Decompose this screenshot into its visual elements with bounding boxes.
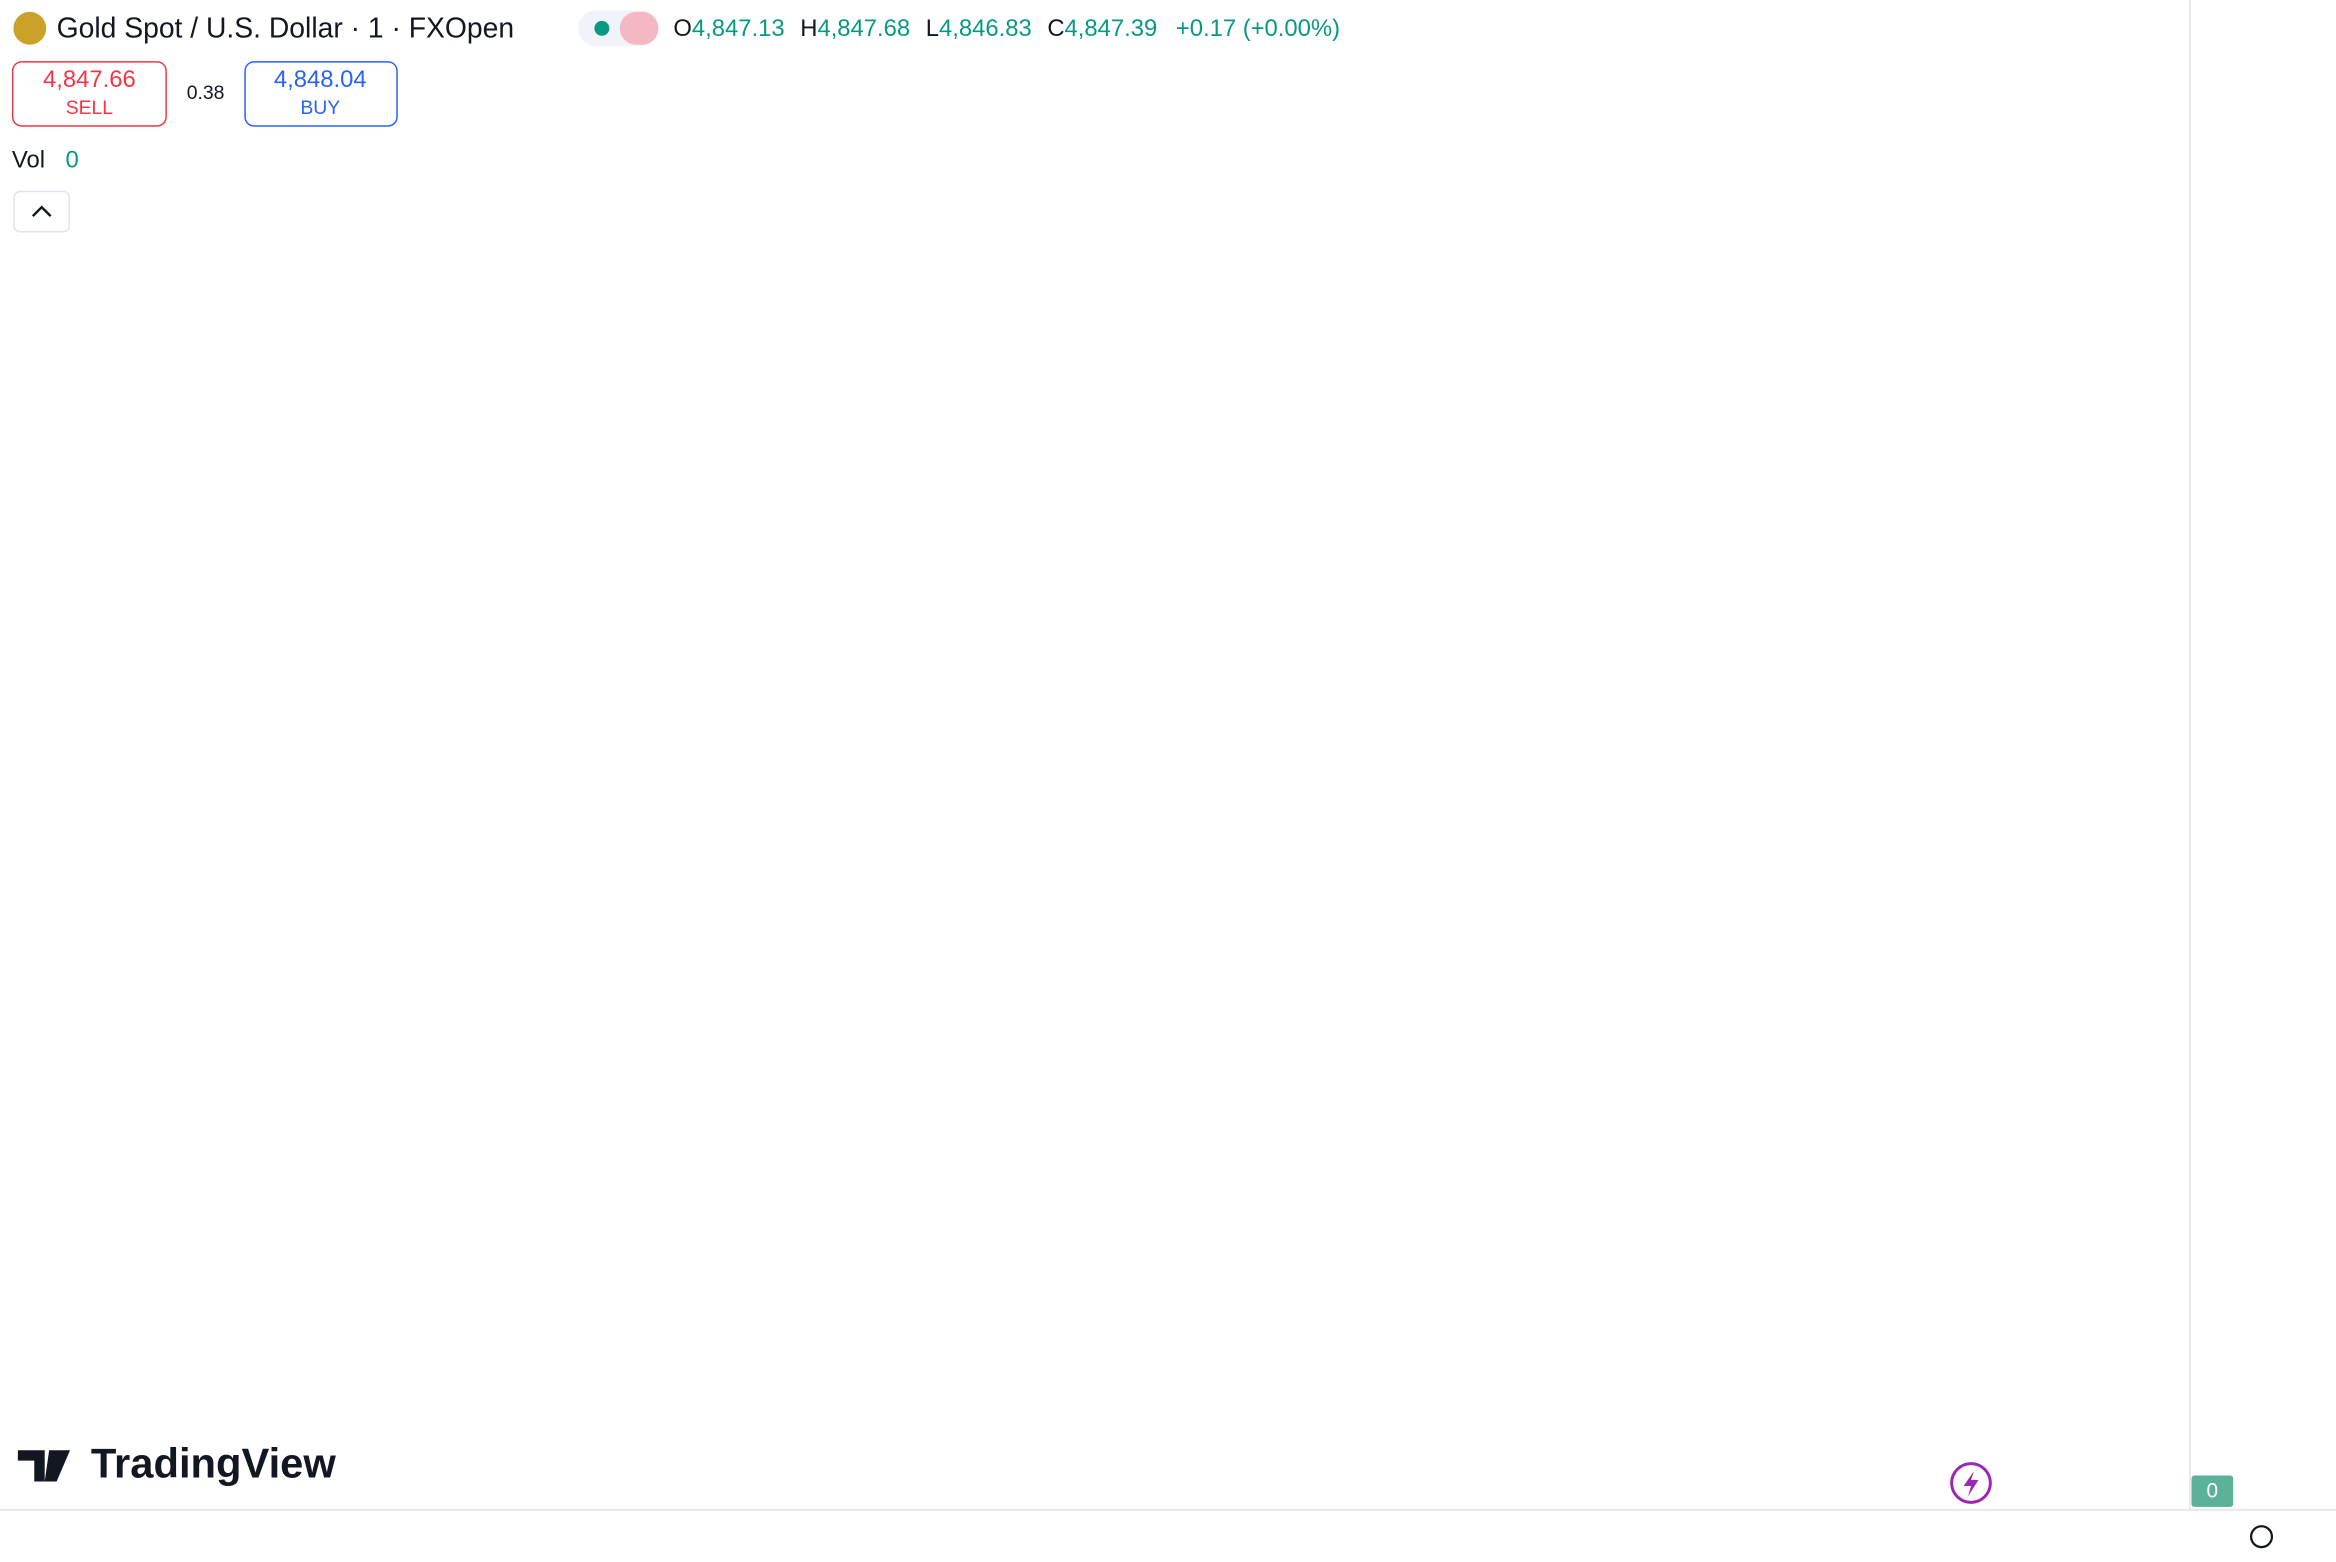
symbol-title: Gold Spot / U.S. Dollar · 1 · FXOpen bbox=[57, 11, 515, 43]
volume-tag bbox=[2191, 1475, 2234, 1507]
volume-value: 0 bbox=[66, 146, 79, 173]
sell-label: SELL bbox=[66, 97, 114, 119]
delay-icon bbox=[619, 11, 659, 45]
collapse-button[interactable] bbox=[13, 190, 71, 233]
spread: 0.38 bbox=[187, 82, 225, 104]
flash-glyph bbox=[1963, 1471, 1979, 1497]
volume-label: Vol bbox=[12, 146, 45, 173]
buy-price: 4,848.04 bbox=[274, 66, 367, 93]
volume-tag-text: 0 bbox=[2207, 1479, 2219, 1502]
sell-price: 4,847.66 bbox=[43, 66, 136, 93]
brand: TradingView bbox=[91, 1440, 336, 1487]
settings-icon[interactable] bbox=[2249, 1525, 2274, 1549]
sell-button[interactable] bbox=[11, 61, 167, 127]
buy-label: BUY bbox=[300, 97, 340, 119]
status-dot bbox=[594, 20, 610, 36]
buy-button[interactable] bbox=[244, 61, 398, 127]
collapse-icon bbox=[31, 205, 52, 217]
brand-logo bbox=[17, 1450, 71, 1482]
ohlc: O4,847.13 H4,847.68 L4,846.83 C4,847.39 … bbox=[673, 15, 1340, 42]
symbol-icon bbox=[13, 11, 47, 45]
